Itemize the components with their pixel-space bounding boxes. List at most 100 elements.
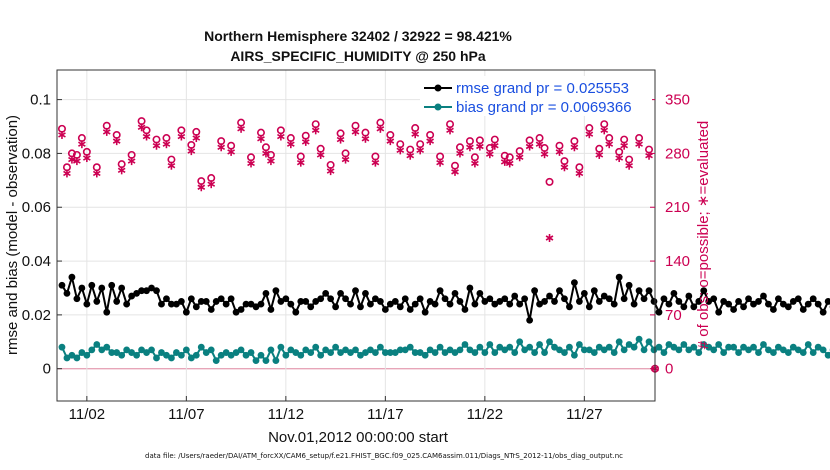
asterisk-stroke: [625, 163, 633, 169]
bias-point: [789, 343, 797, 351]
rmse-point: [740, 303, 747, 311]
legend-rmse-label: rmse grand pr = 0.025553: [456, 80, 629, 97]
obs-evaluated-marker: [406, 151, 415, 160]
rmse-point: [760, 292, 767, 300]
y-axis-right: 0 70 140 210 280 350: [650, 92, 690, 378]
x-tick-label: 11/02: [69, 406, 105, 423]
obs-evaluated-marker: [311, 126, 320, 135]
asterisk-stroke: [505, 160, 514, 167]
obs-count-markers: [57, 117, 659, 373]
bias-point: [252, 357, 260, 365]
bias-point: [312, 343, 320, 351]
bias-point: [600, 346, 608, 354]
y-right-tick-label: 0: [665, 361, 673, 378]
asterisk-stroke: [102, 129, 111, 135]
rmse-point: [819, 308, 827, 316]
rmse-point: [690, 303, 698, 311]
asterisk-stroke: [137, 124, 146, 130]
asterisk-stroke: [446, 127, 454, 134]
y-axis-label: rmse and bias (model - observation): [4, 115, 21, 355]
obs-evaluated-marker: [351, 127, 360, 136]
rmse-point: [814, 300, 822, 308]
asterisk-stroke: [92, 170, 101, 177]
asterisk-stroke: [406, 153, 415, 159]
bias-point: [426, 346, 434, 354]
asterisk-stroke: [267, 158, 275, 164]
rmse-point: [575, 298, 583, 305]
obs-evaluated-marker: [500, 157, 509, 166]
rmse-point: [307, 303, 315, 311]
asterisk-stroke: [177, 133, 186, 140]
obs-evaluated-marker: [207, 180, 216, 189]
rmse-point: [232, 308, 240, 316]
asterisk-stroke: [605, 141, 614, 147]
rmse-point: [182, 308, 190, 316]
asterisk-stroke: [227, 149, 235, 155]
asterisk-stroke: [386, 138, 395, 144]
rmse-point: [93, 298, 101, 305]
rmse-point: [187, 295, 195, 303]
asterisk-stroke: [301, 139, 310, 145]
bias-point: [784, 349, 792, 356]
y-right-tick-label: 140: [665, 253, 690, 270]
bias-point: [760, 341, 767, 348]
rmse-point: [605, 295, 613, 303]
rmse-point: [68, 273, 76, 281]
y-tick-label: 0.06: [22, 199, 51, 216]
rmse-point: [526, 316, 534, 324]
x-tick-label: 11/22: [467, 406, 503, 423]
asterisk-stroke: [73, 158, 81, 164]
x-axis: 11/02 11/07 11/12 11/17 11/22 11/27: [69, 396, 603, 423]
rmse-point: [337, 289, 344, 297]
bias-point: [182, 346, 190, 354]
rmse-point: [118, 284, 126, 292]
bias-point: [173, 349, 180, 356]
rmse-point: [302, 298, 310, 305]
obs-evaluated-marker: [162, 140, 171, 149]
bias-point: [615, 338, 623, 346]
bias-point: [675, 346, 683, 354]
y-tick-label: 0: [43, 361, 51, 378]
bias-point: [247, 349, 255, 356]
obs-evaluated-marker: [286, 140, 295, 149]
bias-point: [486, 341, 494, 348]
bias-point: [232, 349, 240, 356]
asterisk-stroke: [645, 153, 653, 159]
bias-point: [297, 351, 305, 359]
obs-evaluated-marker: [58, 130, 66, 139]
rmse-point: [566, 303, 573, 311]
obs-evaluated-marker: [78, 140, 86, 149]
asterisk-stroke: [411, 131, 420, 137]
rmse-point: [347, 300, 354, 308]
plot-frame: [56, 69, 656, 402]
rmse-point: [536, 300, 543, 308]
rmse-point: [207, 306, 215, 313]
obs-evaluated-marker: [386, 137, 395, 146]
rmse-point: [73, 295, 81, 303]
bias-point: [441, 349, 449, 356]
rmse-point: [436, 287, 444, 295]
asterisk-stroke: [286, 141, 295, 147]
asterisk-stroke: [570, 144, 579, 150]
obs-evaluated-marker: [217, 143, 226, 152]
rmse-point: [665, 300, 673, 308]
obs-evaluated-marker: [535, 140, 544, 149]
bias-point: [566, 343, 573, 351]
asterisk-stroke: [361, 136, 370, 142]
asterisk-stroke: [600, 127, 609, 134]
obs-evaluated-marker: [436, 158, 444, 167]
asterisk-stroke: [127, 158, 136, 164]
rmse-point: [725, 300, 733, 308]
bias-point: [177, 351, 185, 359]
bias-point: [222, 349, 230, 356]
bias-point: [138, 346, 145, 354]
rmse-point: [804, 300, 812, 308]
rmse-point: [222, 300, 230, 308]
obs-evaluated-marker: [505, 159, 514, 168]
rmse-point: [267, 306, 275, 313]
bias-point: [332, 343, 340, 351]
rmse-point: [516, 300, 524, 308]
y-axis-right-label: # of obs: o=possible; ∗=evaluated: [695, 121, 712, 350]
bias-point: [655, 343, 663, 351]
asterisk-stroke: [341, 156, 350, 163]
